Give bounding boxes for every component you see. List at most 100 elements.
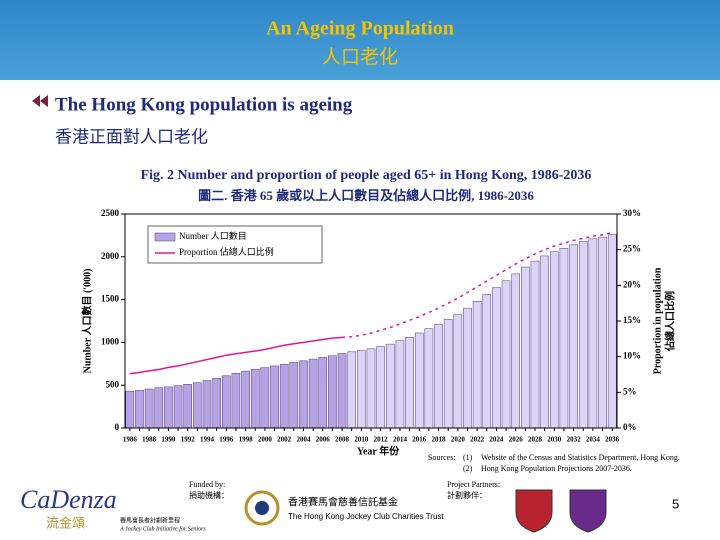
y-tick-label: 500 [106,379,120,389]
x-tick-label: 1996 [219,436,234,444]
y-tick-label: 1500 [101,294,120,304]
x-axis-label: Year 年份 [357,444,400,457]
bar [328,355,337,429]
slide-title-zh: 人口老化 [322,46,398,68]
y2-axis-label: 佔總人口比例 [663,291,676,352]
bar [125,390,135,429]
x-tick-label: 2000 [258,436,273,444]
bar [308,358,318,429]
y-tick-label: 1000 [101,336,120,346]
bar [540,255,549,429]
x-tick-label: 2010 [354,436,369,444]
y2-tick-label: 30% [623,208,641,218]
y-tick-label: 2000 [101,251,120,261]
bar [607,234,617,429]
x-tick-label: 2020 [451,436,466,444]
bar [212,378,221,429]
partners: Project Partners: [447,480,500,489]
line [342,231,613,339]
chart-subtitle: 圖二. 香港 65 歲或以上人口數目及佔總人口比例, 1986-2036 [198,188,534,203]
bar [318,357,328,429]
bar [337,353,347,429]
x-tick-label: 2004 [296,436,311,444]
bar [414,332,424,429]
bar [501,280,511,429]
bar [231,372,241,429]
x-tick-label: 2008 [335,436,350,444]
bar [260,367,270,429]
bar [395,340,405,429]
y-tick-label: 0 [115,422,120,432]
sources-heading: Sources: [428,453,456,462]
x-tick-label: 2022 [470,436,485,444]
slide-title: An Ageing Population [266,18,454,40]
x-tick-label: 2028 [528,436,543,444]
line [129,336,343,375]
initiative-zh: 賽馬會長者計劃新里程 [120,517,180,525]
legend [147,225,323,264]
y2-tick-label: 10% [623,351,641,361]
y-axis-label: Number 人口數目 ('000) [80,269,93,374]
bar [385,343,395,429]
bar [443,319,453,429]
y2-tick-label: 20% [623,279,641,289]
y2-tick-label: 15% [623,315,641,325]
bar [598,236,607,429]
source-num: (1) [463,453,473,462]
x-tick-label: 1990 [161,436,176,444]
x-tick-label: 1994 [200,436,215,444]
x-tick-label: 1992 [181,436,196,444]
bar [482,294,492,429]
bullet-text-zh: 香港正面對人口老化 [55,127,208,146]
initiative-en: A Jockey Club Initiative for Seniors [119,525,206,532]
bar [270,365,279,429]
x-tick-label: 1986 [123,436,138,444]
bar [202,380,212,429]
bar [434,324,443,429]
legend-swatch [154,232,176,242]
page-number: 5 [672,496,679,511]
x-tick-label: 2002 [277,436,292,444]
bar [250,369,260,429]
source-text: Hong Kong Population Projections 2007-20… [481,464,632,473]
bar [569,244,578,429]
x-tick-label: 1998 [239,436,254,444]
bar [472,301,482,429]
partners-zh: 計劃夥伴： [447,490,487,500]
x-tick-label: 2016 [412,436,427,444]
x-tick-label: 1988 [142,436,157,444]
source-num: (2) [463,464,473,473]
chart-title: Fig. 2 Number and proportion of people a… [141,168,592,183]
logo-zh: 流金頌 [46,515,85,530]
jockey-club-emblem [255,501,269,515]
legend-label: Proportion 佔總人口比例 [179,246,274,257]
x-tick-label: 2030 [547,436,562,444]
bar [424,328,434,429]
x-tick-label: 2032 [567,436,582,444]
x-tick-label: 2018 [432,436,447,444]
bar [578,241,588,429]
bar [588,238,598,429]
bar [366,348,376,429]
bar [183,384,193,429]
bar [559,247,569,429]
bar [289,362,299,429]
x-tick-label: 2014 [393,436,408,444]
legend-label: Number 人口數目 [179,230,247,241]
bullet-text: The Hong Kong population is ageing [55,94,353,115]
x-tick-label: 2036 [605,436,620,444]
bar [173,385,183,429]
x-tick-label: 2024 [489,436,504,444]
bar [279,363,289,429]
y2-tick-label: 25% [623,244,641,254]
y2-axis-label: Proportion in population [652,267,663,374]
bar [463,307,472,429]
bar [221,375,231,429]
bar [241,370,250,429]
university-crest [515,489,553,533]
logo: CaDenza [20,485,117,514]
bar [154,387,164,429]
bar [135,390,144,429]
header-band [0,0,720,80]
